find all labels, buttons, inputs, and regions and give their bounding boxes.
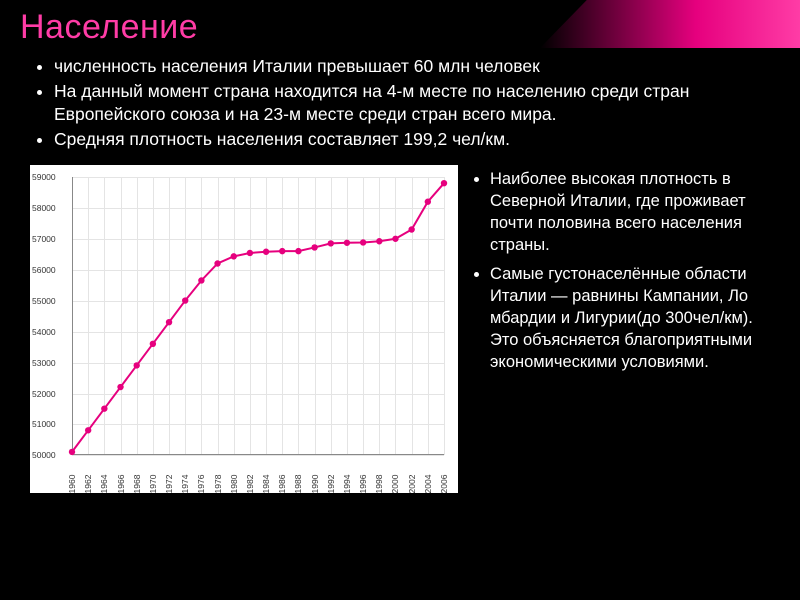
series-line — [30, 165, 458, 493]
population-chart: 5000051000520005300054000550005600057000… — [30, 165, 458, 493]
bullet-item: численность населения Италии превышает 6… — [54, 55, 772, 78]
side-bullet-list: Наиболее высокая плотность в Северной Ит… — [476, 165, 778, 493]
bullet-item: Средняя плотность населения составляет 1… — [54, 128, 772, 151]
bullet-item: Самые густонаселённые области Италии — р… — [490, 264, 776, 373]
bullet-item: Наиболее высокая плотность в Северной Ит… — [490, 169, 776, 256]
bullet-item: На данный момент страна находится на 4-м… — [54, 80, 772, 126]
content-row: 5000051000520005300054000550005600057000… — [0, 159, 800, 493]
top-bullet-list: численность населения Италии превышает 6… — [0, 55, 800, 159]
